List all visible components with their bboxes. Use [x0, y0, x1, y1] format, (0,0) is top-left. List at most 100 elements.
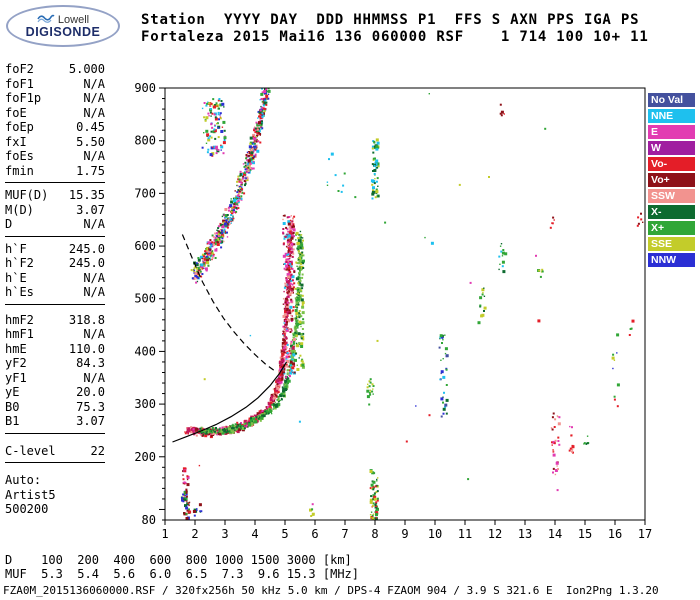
param-label: foEp — [5, 120, 34, 134]
tick-label: 400 — [134, 344, 156, 358]
tick-label: 1 — [161, 527, 168, 541]
param-value: N/A — [83, 370, 105, 385]
param-value: 245.0 — [68, 241, 105, 256]
tick-label: 4 — [251, 527, 258, 541]
legend-item-x+: X+ — [648, 221, 695, 235]
param-value: N/A — [83, 76, 105, 91]
tick-label: 600 — [134, 239, 156, 253]
tick-label: 300 — [134, 397, 156, 411]
param-value: 75.3 — [76, 399, 105, 414]
muf-row: MUF 5.3 5.4 5.6 6.0 6.5 7.3 9.6 15.3 [MH… — [5, 567, 360, 581]
tick-label: 9 — [401, 527, 408, 541]
param-row: h`Es N/A — [5, 285, 105, 300]
legend-item-ssw: SSW — [648, 189, 695, 203]
param-group: hmF2 318.8 hmF1 N/A hmE 110.0 yF2 84.3 yF1 N/A yE 2… — [5, 313, 105, 429]
param-value: 84.3 — [76, 356, 105, 370]
param-row: fxI 5.50 — [5, 135, 105, 150]
tick-label: 12 — [488, 527, 502, 541]
legend-item-vo-: Vo- — [648, 157, 695, 171]
separator-line — [5, 462, 105, 463]
param-value: 22 — [90, 443, 105, 458]
calculated-curves — [172, 234, 288, 443]
param-value: 1.75 — [76, 163, 105, 178]
param-row: B0 75.3 — [5, 400, 105, 415]
legend-item-w: W — [648, 141, 695, 155]
param-label: h`F2 — [5, 256, 34, 270]
param-label: yF2 — [5, 356, 27, 370]
param-label: foF2 — [5, 62, 34, 76]
param-label: foEs — [5, 149, 34, 163]
param-group: foF2 5.000 foF1 N/A foF1p N/A foE N/A foEp 0.45 fx… — [5, 62, 105, 178]
tick-label: 10 — [428, 527, 442, 541]
param-value: N/A — [83, 105, 105, 120]
tick-label: 7 — [341, 527, 348, 541]
param-label: foE — [5, 105, 27, 120]
param-row: foF1p N/A — [5, 91, 105, 106]
param-value: 245.0 — [68, 256, 105, 270]
param-value: 5.50 — [76, 134, 105, 149]
tick-label: 5 — [281, 527, 288, 541]
param-label: hmF2 — [5, 312, 34, 327]
param-row: foF2 5.000 — [5, 62, 105, 77]
legend-item-sse: SSE — [648, 237, 695, 251]
tick-label: 14 — [548, 527, 562, 541]
param-value: 20.0 — [76, 385, 105, 399]
separator-line — [5, 182, 105, 183]
separator-line — [5, 432, 105, 434]
param-label: yF1 — [5, 370, 27, 385]
tick-label: 700 — [134, 186, 156, 200]
param-row: M(D) 3.07 — [5, 203, 105, 218]
param-label: fmin — [5, 163, 34, 178]
param-label: h`F — [5, 241, 27, 256]
param-value: 15.35 — [68, 188, 105, 202]
param-row: h`F 245.0 — [5, 242, 105, 257]
param-label: foF1 — [5, 76, 34, 91]
param-label: B0 — [5, 399, 20, 414]
header-row-labels: Station YYYY DAY DDD HHMMSS P1 FFS S AXN… — [141, 12, 640, 28]
station-header: Station YYYY DAY DDD HHMMSS P1 FFS S AXN… — [141, 12, 649, 46]
param-group: MUF(D) 15.35 M(D) 3.07 D N/A — [5, 188, 105, 232]
param-row: yF2 84.3 — [5, 356, 105, 371]
logo-digisonde-text: DIGISONDE — [25, 25, 101, 39]
param-label: h`E — [5, 270, 27, 285]
tick-label: 80 — [142, 513, 156, 527]
tick-label: 2 — [191, 527, 198, 541]
axes: 1 2 3 4 5 6 7 8 9 10 11 12 13 14 15 16 17200300400500600… — [134, 81, 652, 541]
tick-label: 900 — [134, 81, 156, 95]
param-row: B1 3.07 — [5, 414, 105, 429]
param-value: N/A — [83, 285, 105, 299]
param-label: hmE — [5, 341, 27, 356]
wave-icon — [37, 13, 55, 26]
param-value: N/A — [83, 327, 105, 341]
legend-item-no-val: No Val — [648, 93, 695, 107]
param-row: foEs N/A — [5, 149, 105, 164]
param-value: N/A — [83, 91, 105, 105]
auxiliary-dashed-curve — [181, 234, 276, 372]
tick-label: 800 — [134, 134, 156, 148]
param-label: C-level — [5, 443, 56, 458]
param-row: MUF(D) 15.35 — [5, 188, 105, 203]
tick-label: 3 — [221, 527, 228, 541]
param-label: foF1p — [5, 91, 42, 105]
tick-label: 16 — [608, 527, 622, 541]
param-row: foF1 N/A — [5, 77, 105, 92]
param-row: D N/A — [5, 217, 105, 232]
legend-item-e: E — [648, 125, 695, 139]
param-label: MUF(D) — [5, 188, 49, 202]
param-value: N/A — [83, 217, 105, 231]
param-row: hmF1 N/A — [5, 327, 105, 342]
muf-distance-table: D 100 200 400 600 800 1000 1500 3000 [km… — [5, 553, 359, 581]
separator-line — [5, 303, 105, 305]
param-value: 3.07 — [76, 202, 105, 217]
param-label: fxI — [5, 134, 27, 149]
param-value: 110.0 — [68, 341, 105, 356]
tick-label: 17 — [638, 527, 652, 541]
param-label: B1 — [5, 414, 20, 428]
param-row: foEp 0.45 — [5, 120, 105, 135]
digisonde-logo: Lowell DIGISONDE — [6, 5, 120, 47]
param-value: N/A — [83, 270, 105, 285]
scaled-parameters-panel: foF2 5.000 foF1 N/A foF1p N/A foE N/A foEp 0.45 fx… — [5, 62, 105, 517]
tick-label: 6 — [311, 527, 318, 541]
legend-item-x-: X- — [648, 205, 695, 219]
param-label: M(D) — [5, 202, 34, 217]
